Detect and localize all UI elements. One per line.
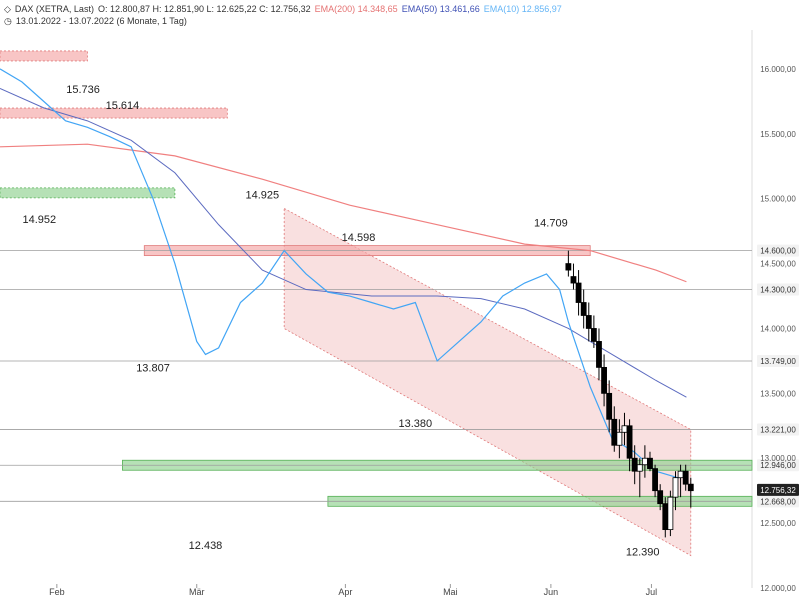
candle-body bbox=[647, 457, 653, 470]
zone-resistance-1 bbox=[0, 107, 228, 119]
y-tick-label: 13.500,00 bbox=[760, 389, 796, 398]
y-tick-label: 14.000,00 bbox=[760, 324, 796, 333]
legend-line-1: ◇ DAX (XETRA, Last) O: 12.800,87 H: 12.851… bbox=[4, 4, 566, 15]
level-label-5: 12.668,00 bbox=[760, 497, 796, 506]
candle-body bbox=[601, 366, 607, 394]
level-label-0: 14.600,00 bbox=[760, 247, 796, 256]
candle-body bbox=[606, 392, 613, 420]
y-tick-label: 13.000,00 bbox=[760, 454, 796, 463]
x-tick-label: Jul bbox=[646, 587, 658, 597]
level-label-2: 13.749,00 bbox=[760, 357, 796, 366]
level-label-bg-2 bbox=[757, 355, 799, 368]
price-annotation: 12.438 bbox=[189, 540, 223, 552]
clock-icon: ◷ bbox=[4, 16, 12, 26]
candle-body bbox=[667, 496, 674, 531]
y-tick-label: 16.000,00 bbox=[760, 65, 796, 74]
candle-body bbox=[590, 328, 597, 342]
candle-body bbox=[677, 470, 684, 479]
y-tick-label: 15.500,00 bbox=[760, 130, 796, 139]
candle-body bbox=[641, 457, 648, 466]
level-label-bg-1 bbox=[757, 283, 799, 296]
price-annotation: 15.736 bbox=[66, 84, 100, 96]
candle-body bbox=[662, 503, 669, 531]
candle-body bbox=[585, 315, 592, 329]
ema10-readout: EMA(10) 12.856,97 bbox=[483, 4, 562, 14]
price-annotation: 13.807 bbox=[136, 363, 170, 375]
candle-body bbox=[626, 425, 633, 459]
ohlc-readout: O: 12.800,87 H: 12.851,90 L: 12.625,22 C… bbox=[97, 4, 311, 14]
candle-body bbox=[682, 470, 689, 485]
ema50-readout: EMA(50) 13.461,66 bbox=[401, 4, 480, 14]
ema200-line bbox=[0, 143, 687, 283]
level-label-bg-4 bbox=[757, 459, 799, 472]
price-annotation: 14.598 bbox=[342, 232, 376, 244]
candle-body bbox=[631, 457, 638, 472]
x-tick-label: Apr bbox=[338, 587, 352, 597]
candle-body bbox=[565, 263, 572, 271]
x-tick-label: Mär bbox=[189, 587, 205, 597]
candle-body bbox=[672, 477, 679, 498]
chart-icon: ◇ bbox=[4, 4, 11, 14]
price-annotation: 12.390 bbox=[626, 546, 660, 558]
y-tick-label: 15.000,00 bbox=[760, 195, 796, 204]
date-range: 13.01.2022 - 13.07.2022 (6 Monate, 1 Tag… bbox=[15, 16, 187, 26]
level-label-4: 12.946,00 bbox=[760, 461, 796, 470]
ema200-readout: EMA(200) 14.348,65 bbox=[314, 4, 398, 14]
candle-body bbox=[621, 425, 628, 433]
candle-body bbox=[596, 341, 602, 368]
ema10-line bbox=[0, 68, 687, 479]
candle-body bbox=[575, 282, 582, 303]
candle-body bbox=[687, 483, 694, 492]
level-label-bg-0 bbox=[757, 244, 799, 257]
candle-body bbox=[611, 418, 618, 446]
candle-body bbox=[636, 464, 643, 472]
y-tick-label: 14.500,00 bbox=[760, 260, 796, 269]
zone-resistance-0 bbox=[0, 50, 88, 62]
zone-support-2 bbox=[0, 187, 176, 199]
price-annotation: 15.614 bbox=[106, 100, 140, 112]
candle-body bbox=[616, 431, 623, 446]
legend-line-2: ◷ 13.01.2022 - 13.07.2022 (6 Monate, 1 Ta… bbox=[4, 16, 191, 27]
level-label-6: 12.756,32 bbox=[760, 486, 796, 495]
price-annotation: 14.709 bbox=[534, 217, 568, 229]
level-label-3: 13.221,00 bbox=[760, 426, 796, 435]
price-annotation: 14.925 bbox=[245, 189, 279, 201]
level-label-bg-3 bbox=[757, 423, 799, 436]
x-tick-label: Feb bbox=[49, 587, 65, 597]
candle-body bbox=[657, 490, 664, 505]
candle-body bbox=[570, 276, 577, 284]
ema50-line bbox=[0, 87, 687, 398]
price-annotation: 13.380 bbox=[399, 418, 433, 430]
price-annotation: 14.952 bbox=[23, 214, 57, 226]
x-tick-label: Mai bbox=[443, 587, 458, 597]
candle-body bbox=[580, 302, 587, 316]
level-label-bg-6 bbox=[757, 483, 799, 496]
x-tick-label: Jun bbox=[544, 587, 559, 597]
instrument-name: DAX (XETRA, Last) bbox=[14, 4, 94, 14]
y-tick-label: 12.500,00 bbox=[760, 519, 796, 528]
y-tick-label: 12.000,00 bbox=[760, 584, 796, 593]
candle-body bbox=[652, 468, 658, 492]
level-label-1: 14.300,00 bbox=[760, 286, 796, 295]
level-label-bg-5 bbox=[757, 495, 799, 508]
